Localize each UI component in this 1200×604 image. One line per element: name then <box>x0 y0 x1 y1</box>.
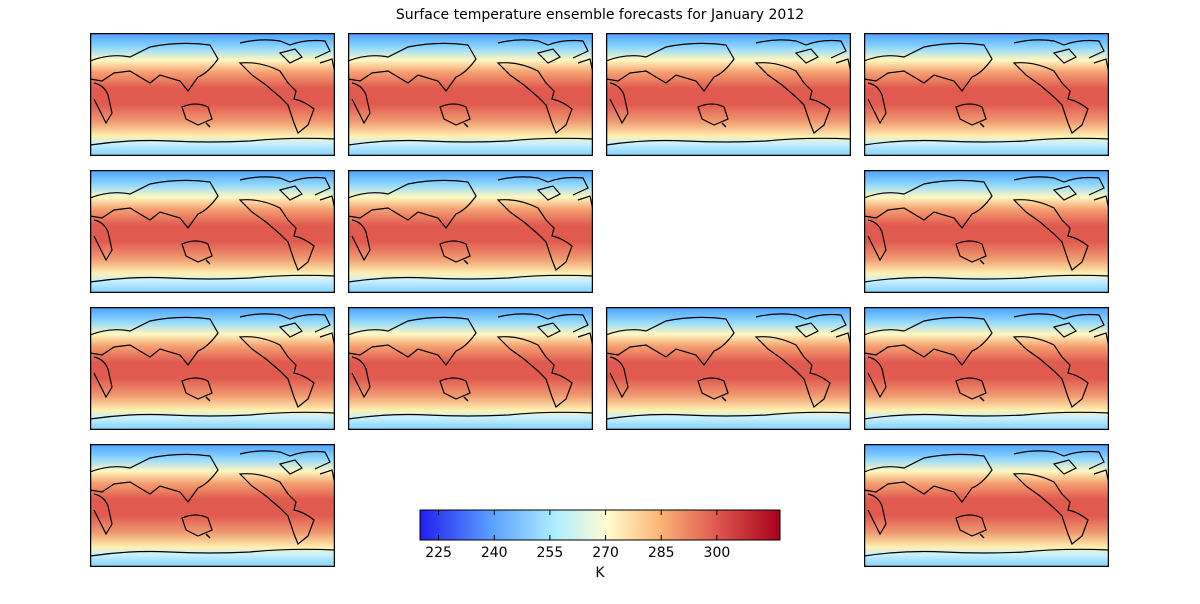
colorbar-tick-label: 240 <box>481 545 508 561</box>
map-panel <box>90 307 335 430</box>
map-panel <box>90 33 335 156</box>
map-panel <box>606 307 851 430</box>
colorbar-tick-label: 225 <box>425 545 452 561</box>
map-panel <box>864 307 1109 430</box>
colorbar-tick-label: 300 <box>704 545 731 561</box>
map-panel <box>864 33 1109 156</box>
figure-title: Surface temperature ensemble forecasts f… <box>396 7 804 23</box>
map-panel <box>90 444 335 567</box>
map-panel <box>348 170 593 293</box>
colorbar-tick-label: 255 <box>537 545 564 561</box>
map-panels <box>90 33 1109 567</box>
map-panel <box>864 170 1109 293</box>
map-panel <box>864 444 1109 567</box>
colorbar-label: K <box>595 565 605 581</box>
map-panel <box>348 307 593 430</box>
colorbar-tick-label: 270 <box>592 545 619 561</box>
map-panel <box>606 33 851 156</box>
colorbar <box>419 509 781 541</box>
map-panel <box>90 170 335 293</box>
map-panel <box>348 33 593 156</box>
colorbar-tick-label: 285 <box>648 545 675 561</box>
